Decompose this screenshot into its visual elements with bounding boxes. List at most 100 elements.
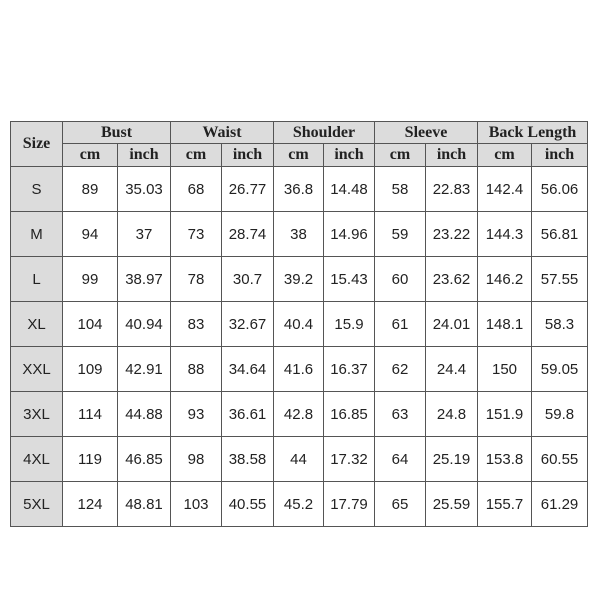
value-cell: 14.96 (323, 211, 375, 257)
value-cell: 98 (170, 436, 222, 482)
group-header: Back Length (476, 121, 589, 144)
unit-header: inch (425, 143, 478, 167)
value-cell: 109 (62, 346, 118, 392)
header-row-units: cm inch cm inch cm inch cm inch cm inch (11, 143, 589, 167)
table-row: XXL 109 42.91 88 34.64 41.6 16.37 62 24.4 150 59.0… (10, 346, 589, 392)
value-cell: 14.48 (323, 166, 375, 212)
value-cell: 61.29 (530, 481, 589, 527)
value-cell: 25.59 (425, 481, 478, 527)
value-cell: 30.7 (221, 256, 274, 302)
value-cell: 24.01 (425, 301, 478, 347)
value-cell: 58 (374, 166, 426, 212)
table-row: S 89 35.03 68 26.77 36.8 14.48 58 22.83 142.4 56.0… (10, 166, 589, 212)
value-cell: 63 (374, 391, 426, 437)
value-cell: 15.9 (323, 301, 375, 347)
value-cell: 40.55 (221, 481, 274, 527)
value-cell: 15.43 (323, 256, 375, 302)
value-cell: 36.61 (221, 391, 274, 437)
value-cell: 124 (62, 481, 118, 527)
unit-header: cm (170, 143, 222, 167)
value-cell: 34.64 (221, 346, 274, 392)
value-cell: 88 (170, 346, 222, 392)
size-cell: XXL (10, 346, 63, 392)
value-cell: 83 (170, 301, 222, 347)
group-header: Bust (62, 121, 171, 144)
value-cell: 32.67 (221, 301, 274, 347)
value-cell: 61 (374, 301, 426, 347)
table-row: L 99 38.97 78 30.7 39.2 15.43 60 23.62 146.2 57.55 (10, 256, 589, 302)
value-cell: 42.91 (117, 346, 171, 392)
value-cell: 16.37 (323, 346, 375, 392)
value-cell: 144.3 (477, 211, 532, 257)
value-cell: 24.8 (425, 391, 478, 437)
value-cell: 104 (62, 301, 118, 347)
table-row: 3XL 114 44.88 93 36.61 42.8 16.85 63 24.8 151.9 59… (10, 391, 589, 437)
size-cell: M (10, 211, 63, 257)
table-row: 5XL 124 48.81 103 40.55 45.2 17.79 65 25.59 155.7… (10, 481, 589, 527)
value-cell: 42.8 (273, 391, 324, 437)
value-cell: 93 (170, 391, 222, 437)
value-cell: 56.81 (530, 211, 589, 257)
value-cell: 59.05 (530, 346, 589, 392)
value-cell: 89 (62, 166, 118, 212)
value-cell: 73 (170, 211, 222, 257)
size-cell: XL (10, 301, 63, 347)
value-cell: 60.55 (530, 436, 589, 482)
value-cell: 44.88 (117, 391, 171, 437)
value-cell: 155.7 (477, 481, 532, 527)
value-cell: 119 (62, 436, 118, 482)
size-header: Size (10, 121, 63, 167)
size-cell: 4XL (10, 436, 63, 482)
value-cell: 37 (117, 211, 171, 257)
unit-header: cm (62, 143, 118, 167)
value-cell: 78 (170, 256, 222, 302)
header-row-groups: Size Bust Waist Shoulder Sleeve Back Length (10, 121, 589, 167)
value-cell: 68 (170, 166, 222, 212)
value-cell: 99 (62, 256, 118, 302)
value-cell: 46.85 (117, 436, 171, 482)
value-cell: 24.4 (425, 346, 478, 392)
value-cell: 59.8 (530, 391, 589, 437)
value-cell: 38.58 (221, 436, 274, 482)
value-cell: 23.22 (425, 211, 478, 257)
value-cell: 40.4 (273, 301, 324, 347)
size-cell: S (10, 166, 63, 212)
value-cell: 38.97 (117, 256, 171, 302)
value-cell: 25.19 (425, 436, 478, 482)
table-row: XL 104 40.94 83 32.67 40.4 15.9 61 24.01 148.1 58.… (10, 301, 589, 347)
size-cell: L (10, 256, 63, 302)
value-cell: 146.2 (477, 256, 532, 302)
size-cell: 5XL (10, 481, 63, 527)
value-cell: 65 (374, 481, 426, 527)
value-cell: 22.83 (425, 166, 478, 212)
unit-header: inch (117, 143, 171, 167)
value-cell: 26.77 (221, 166, 274, 212)
value-cell: 36.8 (273, 166, 324, 212)
value-cell: 150 (477, 346, 532, 392)
value-cell: 148.1 (477, 301, 532, 347)
value-cell: 103 (170, 481, 222, 527)
value-cell: 28.74 (221, 211, 274, 257)
value-cell: 151.9 (477, 391, 532, 437)
unit-header: inch (530, 143, 589, 167)
unit-header: cm (477, 143, 532, 167)
value-cell: 38 (273, 211, 324, 257)
size-chart-table: Size Bust Waist Shoulder Sleeve Back Length cm… (10, 121, 589, 527)
value-cell: 58.3 (530, 301, 589, 347)
value-cell: 39.2 (273, 256, 324, 302)
value-cell: 16.85 (323, 391, 375, 437)
value-cell: 114 (62, 391, 118, 437)
table-row: M 94 37 73 28.74 38 14.96 59 23.22 144.3 56.81 (10, 211, 589, 257)
value-cell: 94 (62, 211, 118, 257)
value-cell: 153.8 (477, 436, 532, 482)
value-cell: 35.03 (117, 166, 171, 212)
value-cell: 142.4 (477, 166, 532, 212)
value-cell: 23.62 (425, 256, 478, 302)
group-header: Waist (170, 121, 274, 144)
value-cell: 44 (273, 436, 324, 482)
value-cell: 60 (374, 256, 426, 302)
unit-header: inch (323, 143, 375, 167)
value-cell: 40.94 (117, 301, 171, 347)
unit-header: inch (221, 143, 274, 167)
value-cell: 62 (374, 346, 426, 392)
